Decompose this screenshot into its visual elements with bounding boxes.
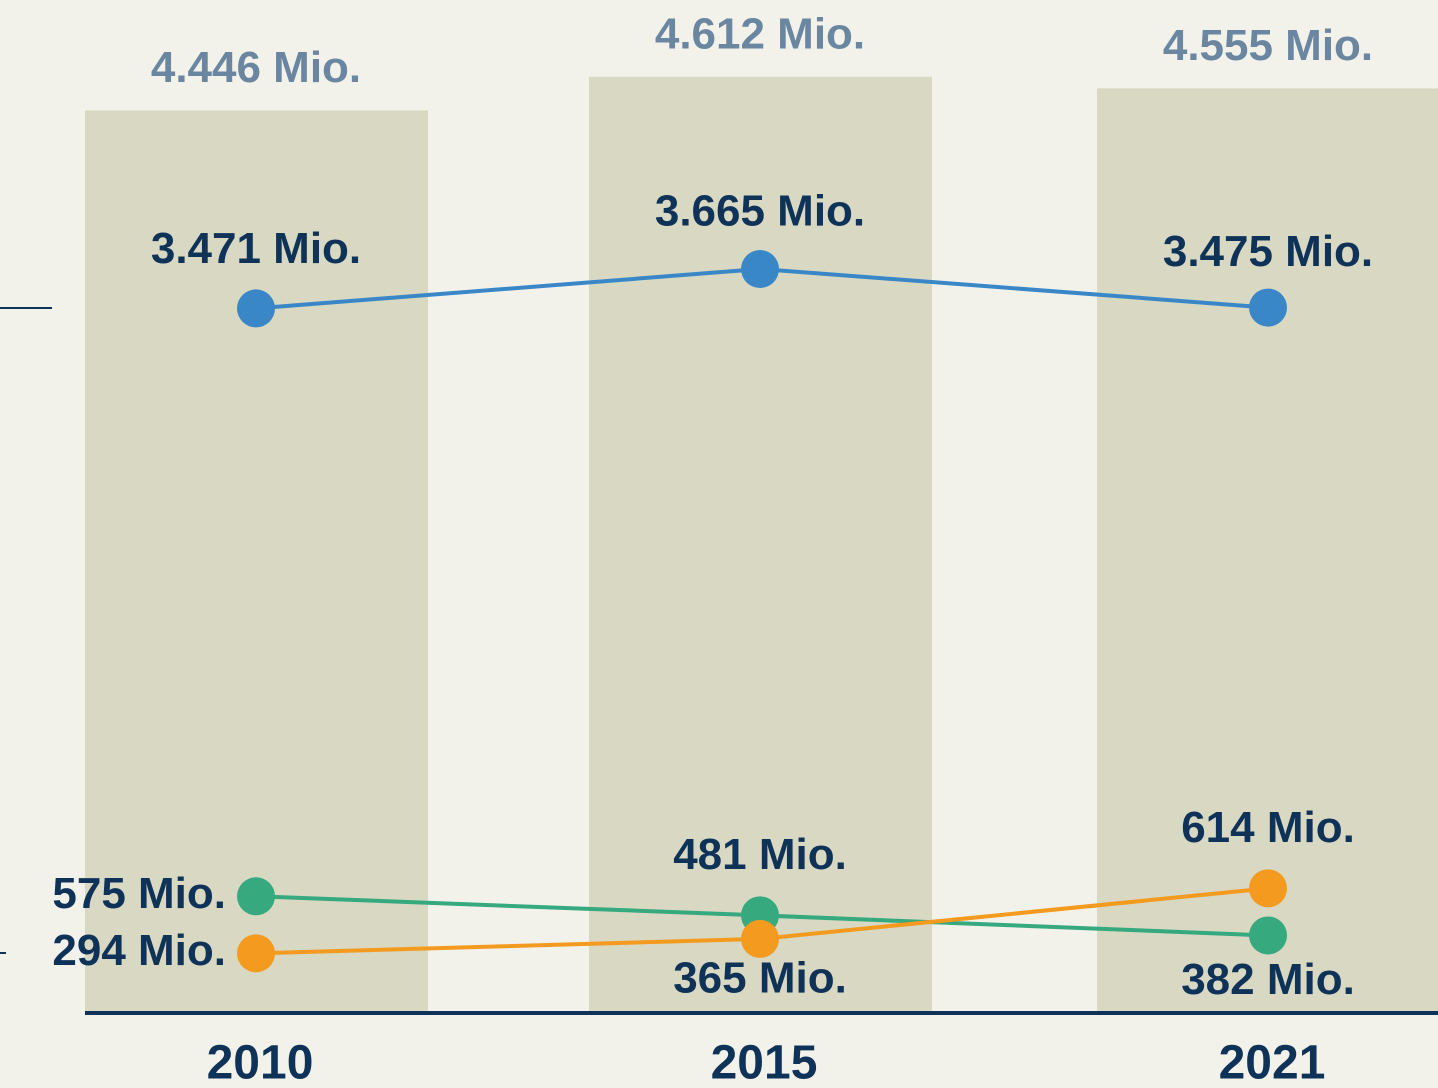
- point: [741, 250, 779, 289]
- point-value-label: 481 Mio.: [673, 830, 847, 879]
- bar: [1097, 88, 1438, 1013]
- bar-value-label: 4.612 Mio.: [655, 9, 865, 58]
- point-value-label: 294 Mio.: [52, 926, 226, 975]
- point-value-label: 575 Mio.: [52, 869, 226, 918]
- point-value-label: 382 Mio.: [1181, 955, 1355, 1004]
- point-value-label: 614 Mio.: [1181, 803, 1355, 852]
- bar: [589, 76, 932, 1014]
- point: [237, 877, 275, 916]
- point: [237, 289, 275, 328]
- x-tick-label: 2015: [711, 1037, 818, 1088]
- point: [1249, 288, 1287, 327]
- bar-value-label: 4.555 Mio.: [1163, 21, 1373, 70]
- point: [741, 919, 779, 958]
- x-tick-label: 2010: [207, 1037, 314, 1088]
- bar-value-label: 4.446 Mio.: [151, 43, 361, 92]
- point: [1249, 869, 1287, 908]
- point-value-label: 3.475 Mio.: [1163, 227, 1373, 276]
- point-value-label: 365 Mio.: [673, 954, 847, 1003]
- x-tick-label: 2021: [1219, 1037, 1326, 1088]
- point-value-label: 3.471 Mio.: [151, 224, 361, 273]
- bar: [85, 110, 428, 1014]
- point: [1249, 916, 1287, 955]
- point-value-label: 3.665 Mio.: [655, 187, 865, 236]
- point: [237, 934, 275, 973]
